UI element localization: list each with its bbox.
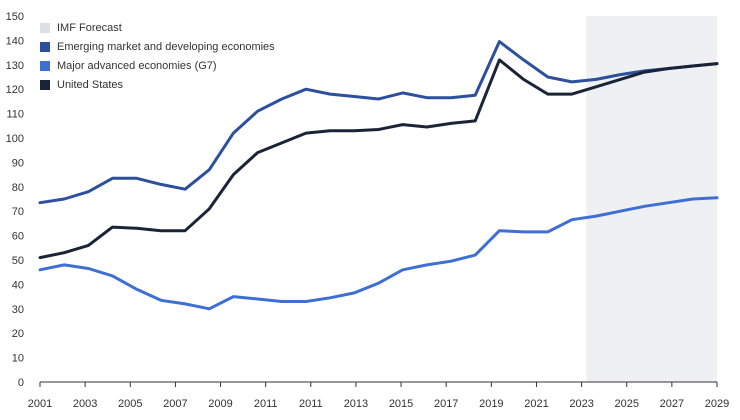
x-axis-ticks: 2001 2003 2005 2007 2009 2011 2011 2013 2015 2017… — [28, 382, 729, 410]
y-tick-label: 80 — [12, 182, 24, 194]
x-tick-label: 2001 — [28, 398, 52, 410]
legend-swatch-forecast — [40, 22, 50, 33]
legend-swatch-us — [40, 79, 50, 90]
y-tick-label: 0 — [18, 377, 24, 389]
x-tick-label: 2017 — [434, 398, 458, 410]
y-tick-label: 60 — [12, 231, 24, 243]
x-tick-label: 2005 — [118, 398, 142, 410]
series-line-us — [38, 58, 719, 260]
legend-item-emerging: Emerging market and developing economies — [40, 37, 275, 56]
y-tick-label: 50 — [12, 255, 24, 267]
x-tick-label: 2029 — [705, 398, 729, 410]
series-line-emerging — [38, 40, 719, 205]
x-tick-label: 2021 — [524, 398, 548, 410]
legend-swatch-emerging — [40, 41, 50, 52]
legend-swatch-g7 — [40, 60, 50, 71]
y-tick-label: 20 — [12, 328, 24, 340]
x-tick-label: 2019 — [479, 398, 503, 410]
x-tick-label: 2023 — [569, 398, 593, 410]
y-tick-label: 130 — [6, 60, 24, 72]
y-tick-label: 110 — [6, 109, 24, 121]
y-axis-ticks: 0 10 20 30 40 50 60 70 80 90 100 110 120 130 140 150 — [6, 11, 24, 389]
y-tick-label: 140 — [6, 35, 24, 47]
legend-label-forecast: IMF Forecast — [57, 21, 122, 34]
legend-label-emerging: Emerging market and developing economies — [57, 40, 275, 53]
legend-item-g7: Major advanced economies (G7) — [40, 56, 275, 75]
x-tick-label: 2015 — [389, 398, 413, 410]
y-tick-label: 120 — [6, 84, 24, 96]
series-lines — [38, 40, 719, 311]
x-tick-label: 2027 — [660, 398, 684, 410]
legend-label-us: United States — [57, 78, 124, 91]
x-tick-label: 2009 — [208, 398, 232, 410]
legend-item-us: United States — [40, 75, 275, 94]
x-tick-label: 2011 — [254, 398, 278, 410]
y-tick-label: 40 — [12, 279, 24, 291]
y-tick-label: 70 — [12, 206, 24, 218]
legend-item-forecast: IMF Forecast — [40, 18, 275, 37]
x-tick-label: 2003 — [73, 398, 97, 410]
legend-label-g7: Major advanced economies (G7) — [57, 59, 217, 72]
y-tick-label: 150 — [6, 11, 24, 23]
y-tick-label: 30 — [12, 304, 24, 316]
x-tick-label: 2013 — [344, 398, 368, 410]
series-line-g7 — [38, 196, 719, 311]
legend: IMF Forecast Emerging market and develop… — [40, 18, 275, 94]
y-tick-label: 100 — [6, 133, 24, 145]
x-tick-label: 2025 — [614, 398, 638, 410]
x-tick-label: 2007 — [163, 398, 187, 410]
y-tick-label: 10 — [12, 353, 24, 365]
x-tick-label: 2011 — [299, 398, 323, 410]
y-tick-label: 90 — [12, 157, 24, 169]
